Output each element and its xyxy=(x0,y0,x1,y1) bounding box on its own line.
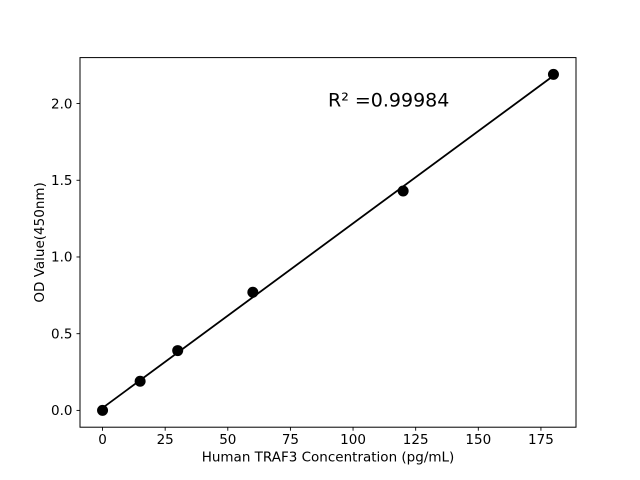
y-tick-label: 2.0 xyxy=(51,96,72,112)
data-point xyxy=(397,185,409,197)
axes-frame xyxy=(79,57,577,428)
y-tick-label: 1.5 xyxy=(51,173,72,189)
x-tick-label: 0 xyxy=(98,432,107,448)
data-point xyxy=(547,68,559,80)
y-tick-label: 0.0 xyxy=(51,403,72,419)
y-tick-label: 0.5 xyxy=(51,326,72,342)
x-tick-label: 125 xyxy=(403,432,429,448)
data-point xyxy=(247,286,259,298)
data-point xyxy=(172,345,184,357)
x-tick-label: 175 xyxy=(528,432,554,448)
x-axis-ticks: 0 25 50 75 100 125 150 175 xyxy=(98,427,554,448)
y-axis-label: OD Value(450nm) xyxy=(32,182,48,302)
x-tick-label: 50 xyxy=(219,432,236,448)
data-points xyxy=(97,68,559,416)
x-axis-label: Human TRAF3 Concentration (pg/mL) xyxy=(202,450,455,466)
y-tick-label: 1.0 xyxy=(51,250,72,266)
x-tick-label: 150 xyxy=(465,432,491,448)
x-tick-label: 25 xyxy=(157,432,174,448)
r-squared-annotation: R² =0.99984 xyxy=(328,90,449,112)
y-axis-ticks: 0.0 0.5 1.0 1.5 2.0 xyxy=(51,96,80,419)
x-tick-label: 100 xyxy=(340,432,366,448)
x-tick-label: 75 xyxy=(282,432,299,448)
data-point xyxy=(134,375,146,387)
data-point xyxy=(97,404,109,416)
